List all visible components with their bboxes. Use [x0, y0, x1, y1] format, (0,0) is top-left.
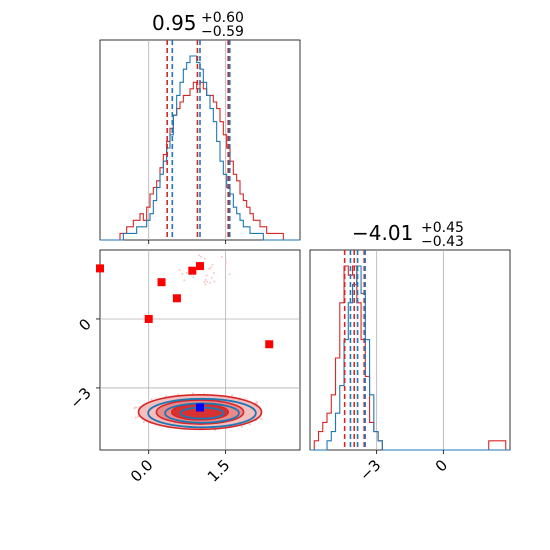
joint-scatter-point — [199, 255, 202, 258]
joint-scatter-point — [192, 276, 195, 279]
joint-scatter-point — [150, 398, 153, 401]
joint-scatter-point — [248, 423, 251, 426]
joint-scatter-point — [142, 420, 145, 424]
hist1-blue-series — [100, 55, 300, 241]
joint-scatter-point — [183, 279, 186, 282]
joint-scatter-point — [181, 272, 184, 275]
ticks — [96, 240, 444, 454]
joint-panel — [99, 249, 301, 451]
joint-scatter-point — [260, 418, 263, 421]
joint-scatter-point — [203, 280, 206, 283]
joint-scatter-point — [212, 271, 215, 274]
hist1 — [100, 40, 300, 241]
joint-blue-contour — [147, 397, 257, 429]
hist2-xtick-label: −3 — [356, 456, 384, 484]
param1-title: 0.95 — [152, 11, 197, 35]
joint-red-marker — [196, 262, 204, 271]
joint-scatter-point — [230, 394, 234, 397]
joint-red-marker — [144, 314, 153, 323]
joint-scatter-point — [178, 268, 181, 271]
hist1-red-series — [100, 81, 300, 241]
joint-scatter-point — [136, 415, 140, 418]
joint-scatter-point — [213, 280, 216, 283]
param1-title-sup: +0.60 — [201, 10, 244, 26]
param2-title-sup: +0.45 — [421, 220, 464, 236]
joint-scatter-point — [204, 283, 207, 286]
joint-scatter-point — [134, 406, 138, 409]
joint-red-marker — [265, 340, 274, 349]
joint-scatter-point — [224, 265, 227, 268]
joint-contours — [96, 254, 274, 432]
joint-scatter-point — [208, 267, 211, 270]
joint-scatter-point — [209, 266, 212, 269]
param1-title-sub: −0.59 — [201, 24, 244, 40]
joint-scatter-point — [198, 254, 201, 257]
joint-ytick-label: −3 — [66, 384, 94, 412]
gridlines — [100, 40, 444, 450]
joint-scatter-point — [204, 278, 207, 281]
hist2-blue-series — [310, 265, 510, 451]
joint-xtick-label: 0.0 — [127, 456, 157, 486]
hist2-red-series — [310, 265, 510, 451]
joint-scatter-point — [134, 416, 137, 419]
joint-scatter-point — [225, 261, 228, 264]
joint-scatter-point — [208, 281, 211, 284]
hist2-xtick-label: 0 — [432, 456, 451, 475]
joint-scatter-point — [191, 392, 195, 395]
joint-scatter-point — [211, 263, 214, 266]
param2-title: −4.01 — [352, 221, 413, 245]
joint-scatter-point — [185, 271, 188, 274]
joint-scatter-point — [240, 425, 243, 428]
hist2 — [310, 250, 510, 451]
joint-scatter-point — [206, 280, 209, 283]
joint-scatter-point — [133, 407, 136, 410]
joint-scatter-point — [210, 277, 213, 280]
joint-scatter-point — [228, 273, 231, 276]
joint-scatter-point — [205, 274, 208, 277]
joint-scatter-point — [221, 255, 224, 258]
joint-blue-contour — [164, 402, 240, 424]
joint-scatter-point — [255, 400, 258, 403]
joint-blue-marker — [196, 403, 204, 412]
joint-ytick-label: 0 — [75, 315, 94, 334]
joint-scatter-point — [203, 257, 206, 260]
joint-red-marker — [172, 294, 181, 303]
param2-title-sub: −0.43 — [421, 234, 464, 250]
joint-red-marker — [96, 264, 104, 273]
joint-red-marker — [188, 266, 197, 275]
joint-xtick-label: 1.5 — [204, 456, 234, 486]
joint-red-marker — [157, 278, 166, 287]
